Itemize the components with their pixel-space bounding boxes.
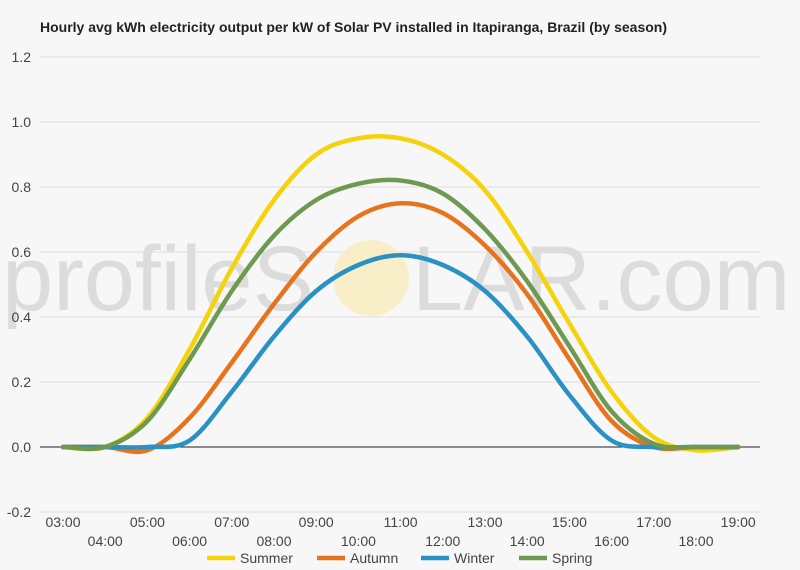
x-tick-label: 12:00: [425, 533, 460, 549]
y-tick-label: 0.8: [12, 179, 32, 195]
x-tick-label: 09:00: [299, 514, 334, 530]
x-axis-ticks: 03:00 04:00 05:00 06:00 07:00 08:00 09:00 10:00…: [45, 514, 755, 549]
y-tick-label: 1.2: [12, 49, 32, 65]
legend: Summer Autumn Winter Spring: [207, 550, 592, 566]
legend-label-autumn: Autumn: [350, 550, 398, 566]
x-tick-label: 08:00: [256, 533, 291, 549]
x-tick-label: 03:00: [45, 514, 80, 530]
x-tick-label: 15:00: [552, 514, 587, 530]
x-tick-label: 17:00: [636, 514, 671, 530]
chart-title: Hourly avg kWh electricity output per kW…: [40, 19, 668, 35]
x-tick-label: 13:00: [467, 514, 502, 530]
legend-label-spring: Spring: [552, 550, 592, 566]
watermark-left-text: profileS: [2, 228, 314, 330]
x-tick-label: 06:00: [172, 533, 207, 549]
x-tick-label: 19:00: [721, 514, 756, 530]
watermark: profileS LAR.com: [2, 228, 790, 330]
y-tick-label: -0.2: [7, 504, 31, 520]
x-tick-label: 18:00: [678, 533, 713, 549]
y-tick-label: 0.2: [12, 374, 32, 390]
series-lines: [60, 133, 741, 455]
y-axis-ticks: 1.2 1.0 0.8 0.6 0.4 0.2 0.0 -0.2: [7, 49, 31, 520]
x-tick-label: 04:00: [88, 533, 123, 549]
y-tick-label: 0.6: [12, 244, 32, 260]
x-tick-label: 11:00: [384, 514, 418, 530]
grid-lines: [40, 56, 760, 513]
series-line-spring: [60, 177, 741, 452]
x-tick-label: 16:00: [594, 533, 629, 549]
x-tick-label: 07:00: [214, 514, 249, 530]
series-line-winter: [60, 252, 741, 450]
x-tick-label: 10:00: [341, 533, 376, 549]
x-tick-label: 14:00: [510, 533, 545, 549]
watermark-sun: [333, 240, 409, 316]
watermark-right-text: LAR.com: [412, 228, 790, 330]
y-tick-label: 1.0: [12, 114, 32, 130]
legend-label-winter: Winter: [454, 550, 495, 566]
y-tick-label: 0.0: [12, 439, 32, 455]
legend-label-summer: Summer: [240, 550, 293, 566]
y-tick-label: 0.4: [12, 309, 32, 325]
series-line-autumn: [60, 201, 741, 455]
series-line-summer: [60, 133, 741, 453]
x-tick-label: 05:00: [130, 514, 165, 530]
